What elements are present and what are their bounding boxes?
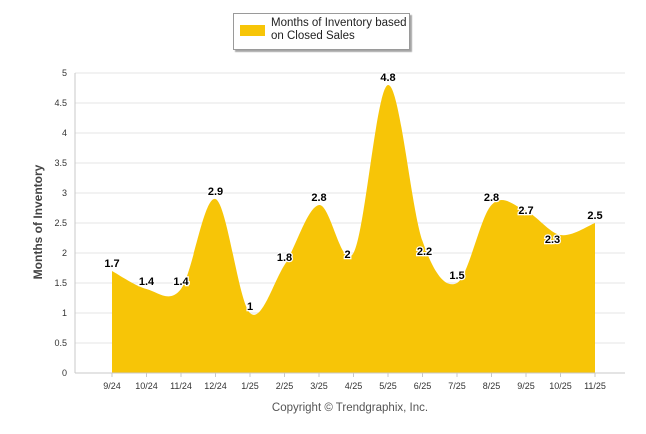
data-label: 1.4	[173, 276, 189, 288]
data-label: 2.2	[417, 246, 432, 258]
x-tick-label: 3/25	[310, 381, 328, 391]
y-tick-labels: 0 0.5 1 1.5 2 2.5 3 3.5 4 4.5 5	[54, 68, 67, 378]
y-tick-label: 4	[62, 128, 67, 138]
x-tick-label: 9/24	[103, 381, 121, 391]
x-tick-label: 9/25	[517, 381, 535, 391]
data-label: 2.9	[208, 186, 223, 198]
y-tick-label: 4.5	[54, 98, 67, 108]
data-label: 1.4	[139, 276, 155, 288]
x-tick-label: 4/25	[345, 381, 363, 391]
x-tick-label: 8/25	[483, 381, 501, 391]
data-label: 1.5	[449, 270, 464, 282]
y-tick-label: 0.5	[54, 338, 67, 348]
area-series	[112, 84, 595, 374]
x-tick-labels: 9/24 10/24 11/24 12/24 1/25 2/25 3/25 4/25 5/25 6…	[103, 373, 606, 391]
data-label: 2	[344, 249, 350, 261]
x-tick-label: 7/25	[448, 381, 466, 391]
data-label: 1	[247, 301, 253, 313]
y-tick-label: 5	[62, 68, 67, 78]
data-label: 2.8	[311, 192, 326, 204]
data-label: 2.8	[484, 192, 499, 204]
data-label: 1.7	[104, 258, 119, 270]
y-tick-label: 3.5	[54, 158, 67, 168]
y-tick-label: 2	[62, 248, 67, 258]
x-tick-label: 12/24	[204, 381, 227, 391]
x-tick-label: 10/25	[549, 381, 572, 391]
x-tick-label: 6/25	[414, 381, 432, 391]
data-label: 2.7	[518, 205, 533, 217]
chart-legend: Months of Inventory based on Closed Sale…	[233, 13, 410, 50]
x-tick-label: 11/24	[170, 381, 192, 391]
x-tick-label: 5/25	[379, 381, 397, 391]
y-tick-label: 0	[62, 368, 67, 378]
legend-label: Months of Inventory based on Closed Sale…	[271, 17, 407, 42]
y-tick-label: 1	[62, 308, 67, 318]
y-tick-label: 3	[62, 188, 67, 198]
data-labels: 1.7 1.4 1.4 2.9 1 1.8 2.8 2 4.8 2.2 1.5 2.8 2.7 2.3 2.…	[103, 71, 604, 315]
x-tick-label: 10/24	[135, 381, 158, 391]
x-tick-label: 1/25	[241, 381, 259, 391]
x-tick-label: 11/25	[584, 381, 606, 391]
area-fill	[112, 84, 595, 374]
axes	[74, 73, 625, 374]
data-label: 2.3	[545, 234, 560, 246]
legend-swatch	[240, 25, 265, 36]
data-label: 2.5	[587, 210, 602, 222]
y-axis-title: Months of Inventory	[31, 164, 45, 279]
x-tick-label: 2/25	[276, 381, 294, 391]
copyright-credit: Copyright © Trendgraphix, Inc.	[271, 402, 429, 414]
y-tick-label: 2.5	[54, 218, 67, 228]
data-label: 1.8	[277, 252, 292, 264]
y-tick-label: 1.5	[54, 278, 67, 288]
data-label: 4.8	[380, 72, 395, 84]
